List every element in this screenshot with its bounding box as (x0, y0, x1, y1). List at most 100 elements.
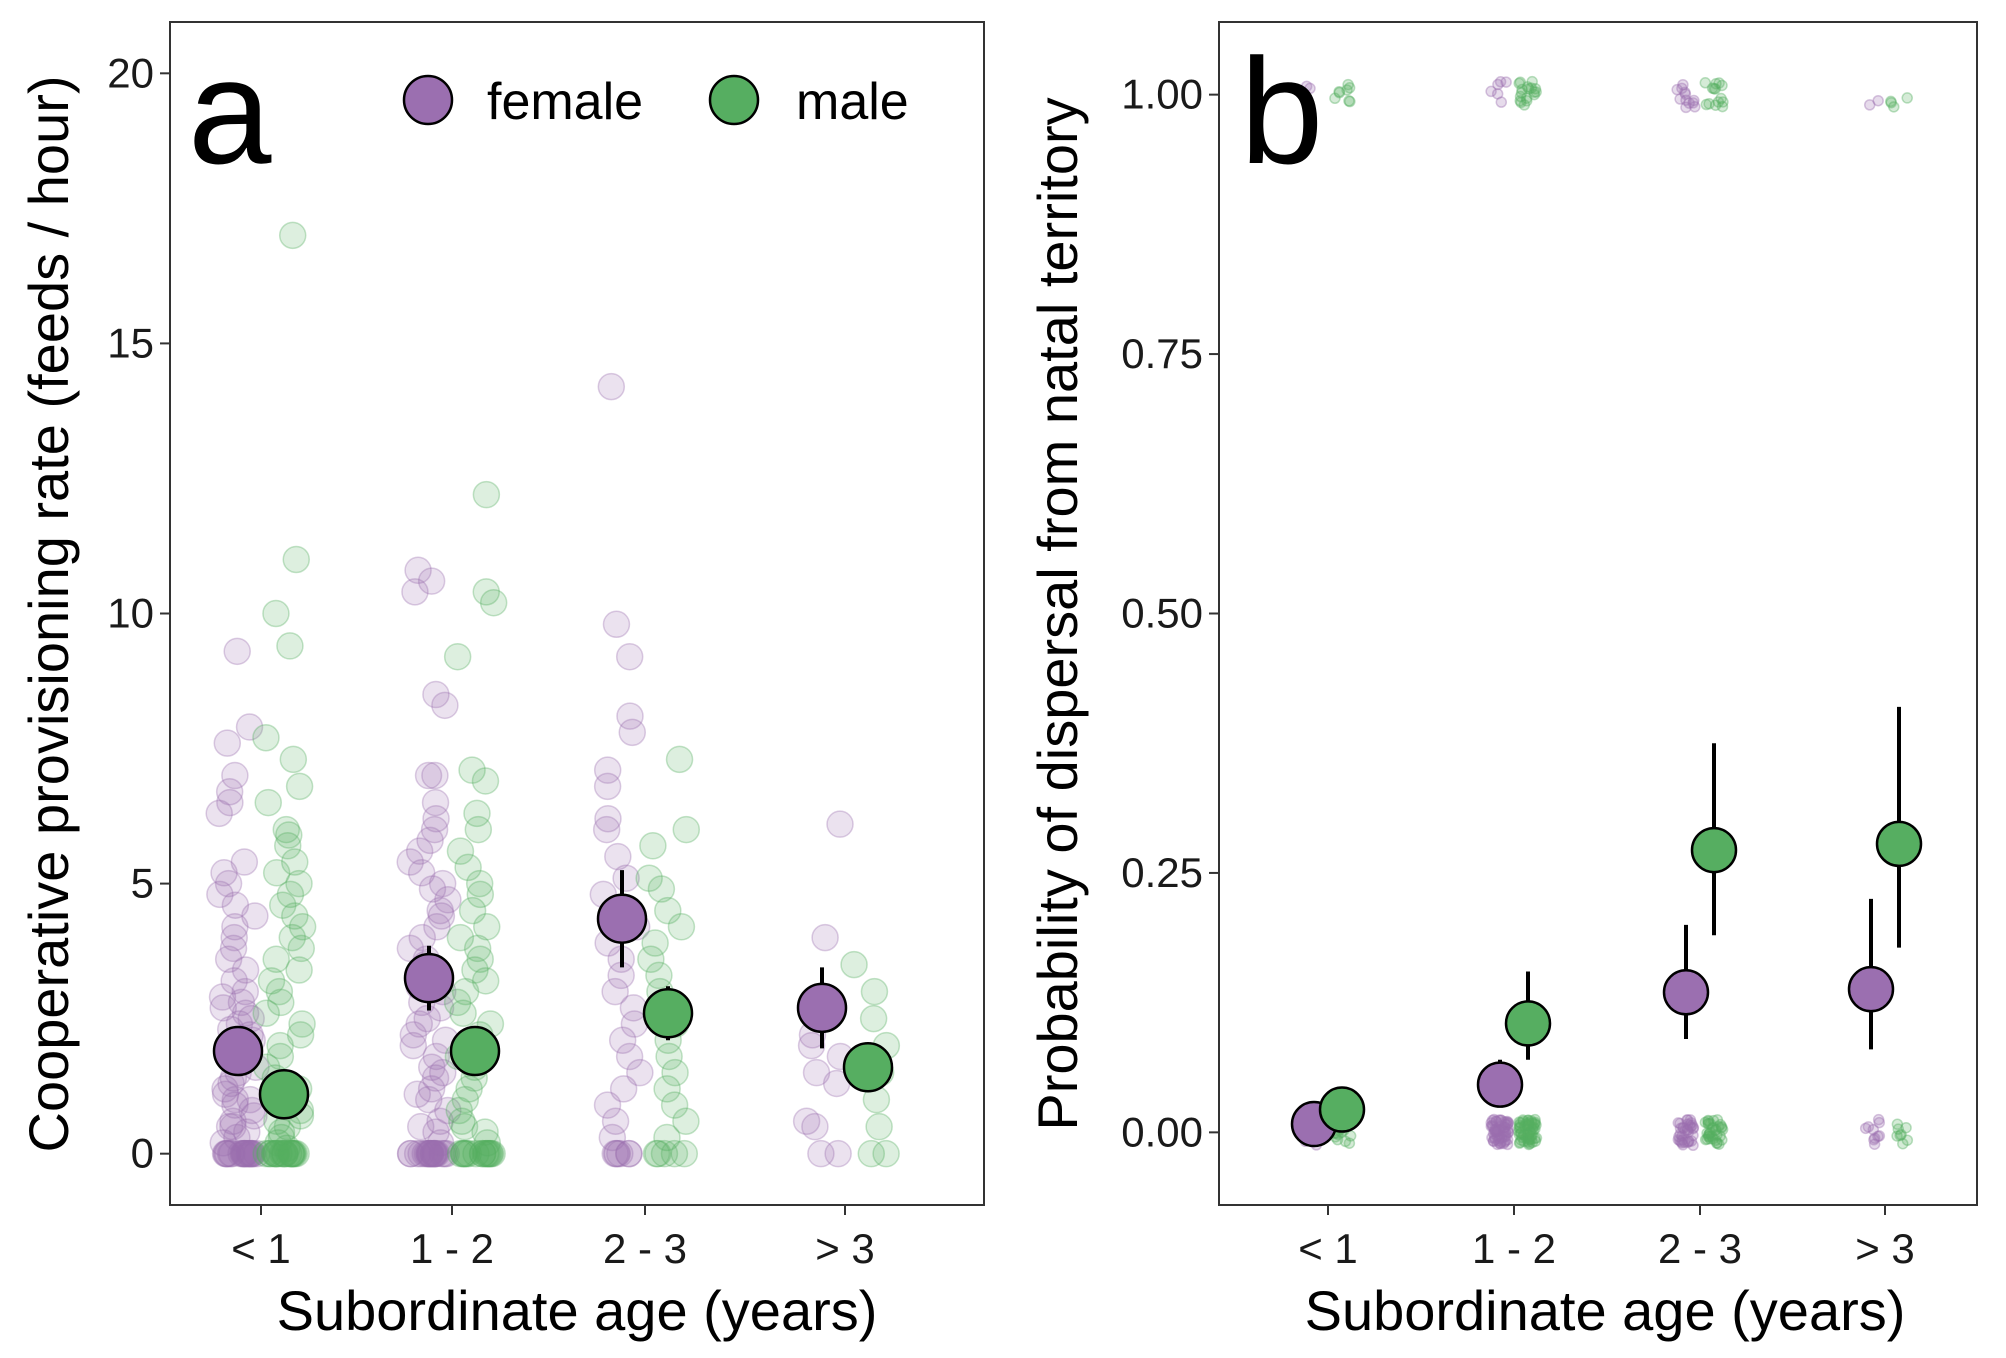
panel-b-raw-points (1299, 75, 1914, 1152)
raw-point-female (426, 1129, 455, 1157)
raw-point-female (1677, 1122, 1690, 1134)
raw-point-female (1485, 1120, 1498, 1133)
raw-point-male (448, 1107, 476, 1136)
raw-point-female (396, 1139, 425, 1168)
raw-point-female (1486, 1131, 1498, 1144)
raw-point-male (1514, 1122, 1526, 1135)
panel-a-y-ticks: 0 5 10 15 20 (107, 49, 170, 1177)
raw-point-female (1489, 1126, 1501, 1138)
raw-point-male (1522, 1136, 1535, 1149)
raw-point-male (1522, 1114, 1535, 1126)
raw-point-male (1341, 84, 1353, 96)
x-tick-label: 2 - 3 (1658, 1225, 1742, 1272)
raw-point-female (598, 1123, 627, 1152)
panel-b-y-ticks: 0.00 0.25 0.50 0.75 1.00 (1121, 71, 1219, 1155)
panel-b-y-axis-title: Probability of dispersal from natal terr… (1026, 97, 1089, 1130)
raw-point-male (1515, 87, 1528, 99)
raw-point-female (417, 1053, 446, 1082)
raw-point-male (654, 896, 682, 925)
raw-point-female (1677, 78, 1689, 91)
raw-point-male (1520, 1117, 1532, 1130)
raw-point-female (1489, 1133, 1501, 1146)
raw-point-male (260, 1139, 289, 1168)
raw-point-female (211, 1080, 240, 1109)
raw-point-male (1716, 1123, 1729, 1136)
raw-point-male (463, 799, 491, 828)
raw-point-male (1891, 1118, 1904, 1131)
raw-point-female (215, 778, 244, 806)
raw-point-male (1714, 1130, 1726, 1142)
raw-point-female (1499, 1126, 1512, 1138)
legend: female male (402, 73, 909, 131)
raw-point-male (276, 880, 305, 909)
raw-point-male (650, 1139, 679, 1168)
raw-point-male (1518, 99, 1531, 111)
raw-point-female (417, 567, 446, 595)
raw-point-female (1493, 1137, 1506, 1149)
raw-point-male (449, 999, 477, 1027)
raw-point-female (232, 1139, 260, 1168)
raw-point-male (1521, 1128, 1534, 1141)
y-tick-label: 1.00 (1121, 71, 1203, 118)
raw-point-female (1675, 1135, 1687, 1148)
raw-point-male (1523, 1132, 1535, 1144)
raw-point-male (1513, 1137, 1526, 1149)
raw-point-female (1684, 1121, 1697, 1133)
raw-point-female (811, 923, 839, 952)
raw-point-male (464, 815, 493, 844)
raw-point-female (1502, 1116, 1515, 1129)
raw-point-male (1529, 1123, 1541, 1135)
raw-point-male (1523, 1119, 1535, 1132)
y-tick-label: 10 (107, 590, 154, 637)
raw-point-female (1498, 1121, 1511, 1134)
raw-point-female (221, 913, 249, 941)
raw-point-female (1502, 1123, 1515, 1135)
raw-point-female (235, 713, 264, 741)
raw-point-male (262, 945, 290, 973)
raw-point-male (1710, 78, 1722, 90)
raw-point-male (1714, 1118, 1727, 1131)
raw-point-male (1517, 1115, 1530, 1128)
raw-point-male (285, 956, 313, 984)
raw-point-female (214, 945, 243, 973)
raw-point-male (451, 1085, 480, 1114)
raw-point-male (1710, 1123, 1722, 1136)
raw-point-male (262, 1139, 291, 1168)
raw-point-male (285, 869, 313, 898)
raw-point-female (1868, 1138, 1881, 1150)
panel-b-x-ticks: < 1 1 - 2 2 - 3 > 3 (1298, 1205, 1915, 1272)
raw-point-male (277, 1139, 306, 1168)
raw-point-female (1679, 86, 1691, 99)
raw-point-male (1715, 1122, 1728, 1134)
raw-point-female (604, 842, 632, 871)
raw-point-male (1516, 83, 1528, 96)
raw-point-female (237, 1139, 265, 1168)
raw-point-female (240, 1102, 268, 1130)
raw-point-male (1703, 98, 1715, 110)
raw-point-female (422, 680, 450, 709)
raw-point-female (615, 1139, 643, 1168)
raw-point-male (644, 1139, 672, 1168)
raw-point-male (1529, 82, 1542, 95)
raw-point-female (1491, 88, 1504, 100)
raw-point-female (603, 1139, 632, 1168)
raw-point-male (266, 1031, 294, 1060)
raw-point-male (660, 1091, 689, 1119)
raw-point-female (211, 1075, 239, 1103)
raw-point-female (802, 1058, 831, 1087)
raw-point-male (280, 1139, 308, 1168)
raw-point-male (1520, 92, 1533, 104)
raw-point-female (1491, 1126, 1504, 1138)
raw-point-female (1862, 1121, 1875, 1133)
raw-point-male (1526, 1117, 1538, 1129)
y-tick-label: 15 (107, 319, 154, 366)
raw-point-female (1492, 78, 1504, 91)
raw-point-female (606, 1139, 634, 1168)
raw-point-female (416, 826, 444, 855)
raw-point-female (615, 1042, 644, 1071)
raw-point-male (278, 1139, 307, 1168)
raw-point-female (1872, 1130, 1884, 1143)
raw-point-male (1514, 1117, 1527, 1129)
raw-point-male (660, 1139, 689, 1168)
raw-point-male (1343, 1137, 1356, 1149)
